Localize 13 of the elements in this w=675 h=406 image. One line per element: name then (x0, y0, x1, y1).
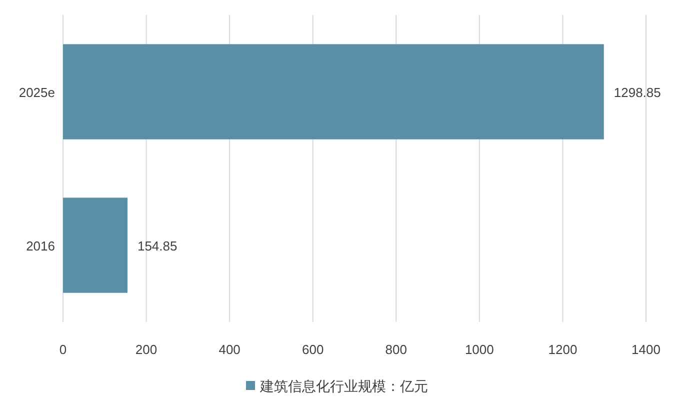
x-tick-label: 800 (385, 342, 407, 357)
x-tick-label: 400 (218, 342, 240, 357)
y-tick-label: 2016 (26, 238, 55, 254)
x-tick-label: 200 (135, 342, 158, 357)
data-label: 154.85 (137, 238, 178, 254)
data-label: 1298.85 (614, 84, 661, 100)
x-tick-label: 0 (59, 342, 67, 357)
x-tick-label: 1000 (464, 342, 494, 357)
legend-label: 建筑信息化行业规模：亿元 (259, 378, 428, 394)
x-tick-label: 1200 (548, 342, 578, 357)
x-tick-label: 600 (302, 342, 324, 357)
x-tick-label: 1400 (632, 342, 660, 357)
y-tick-label: 2025e (18, 84, 55, 100)
